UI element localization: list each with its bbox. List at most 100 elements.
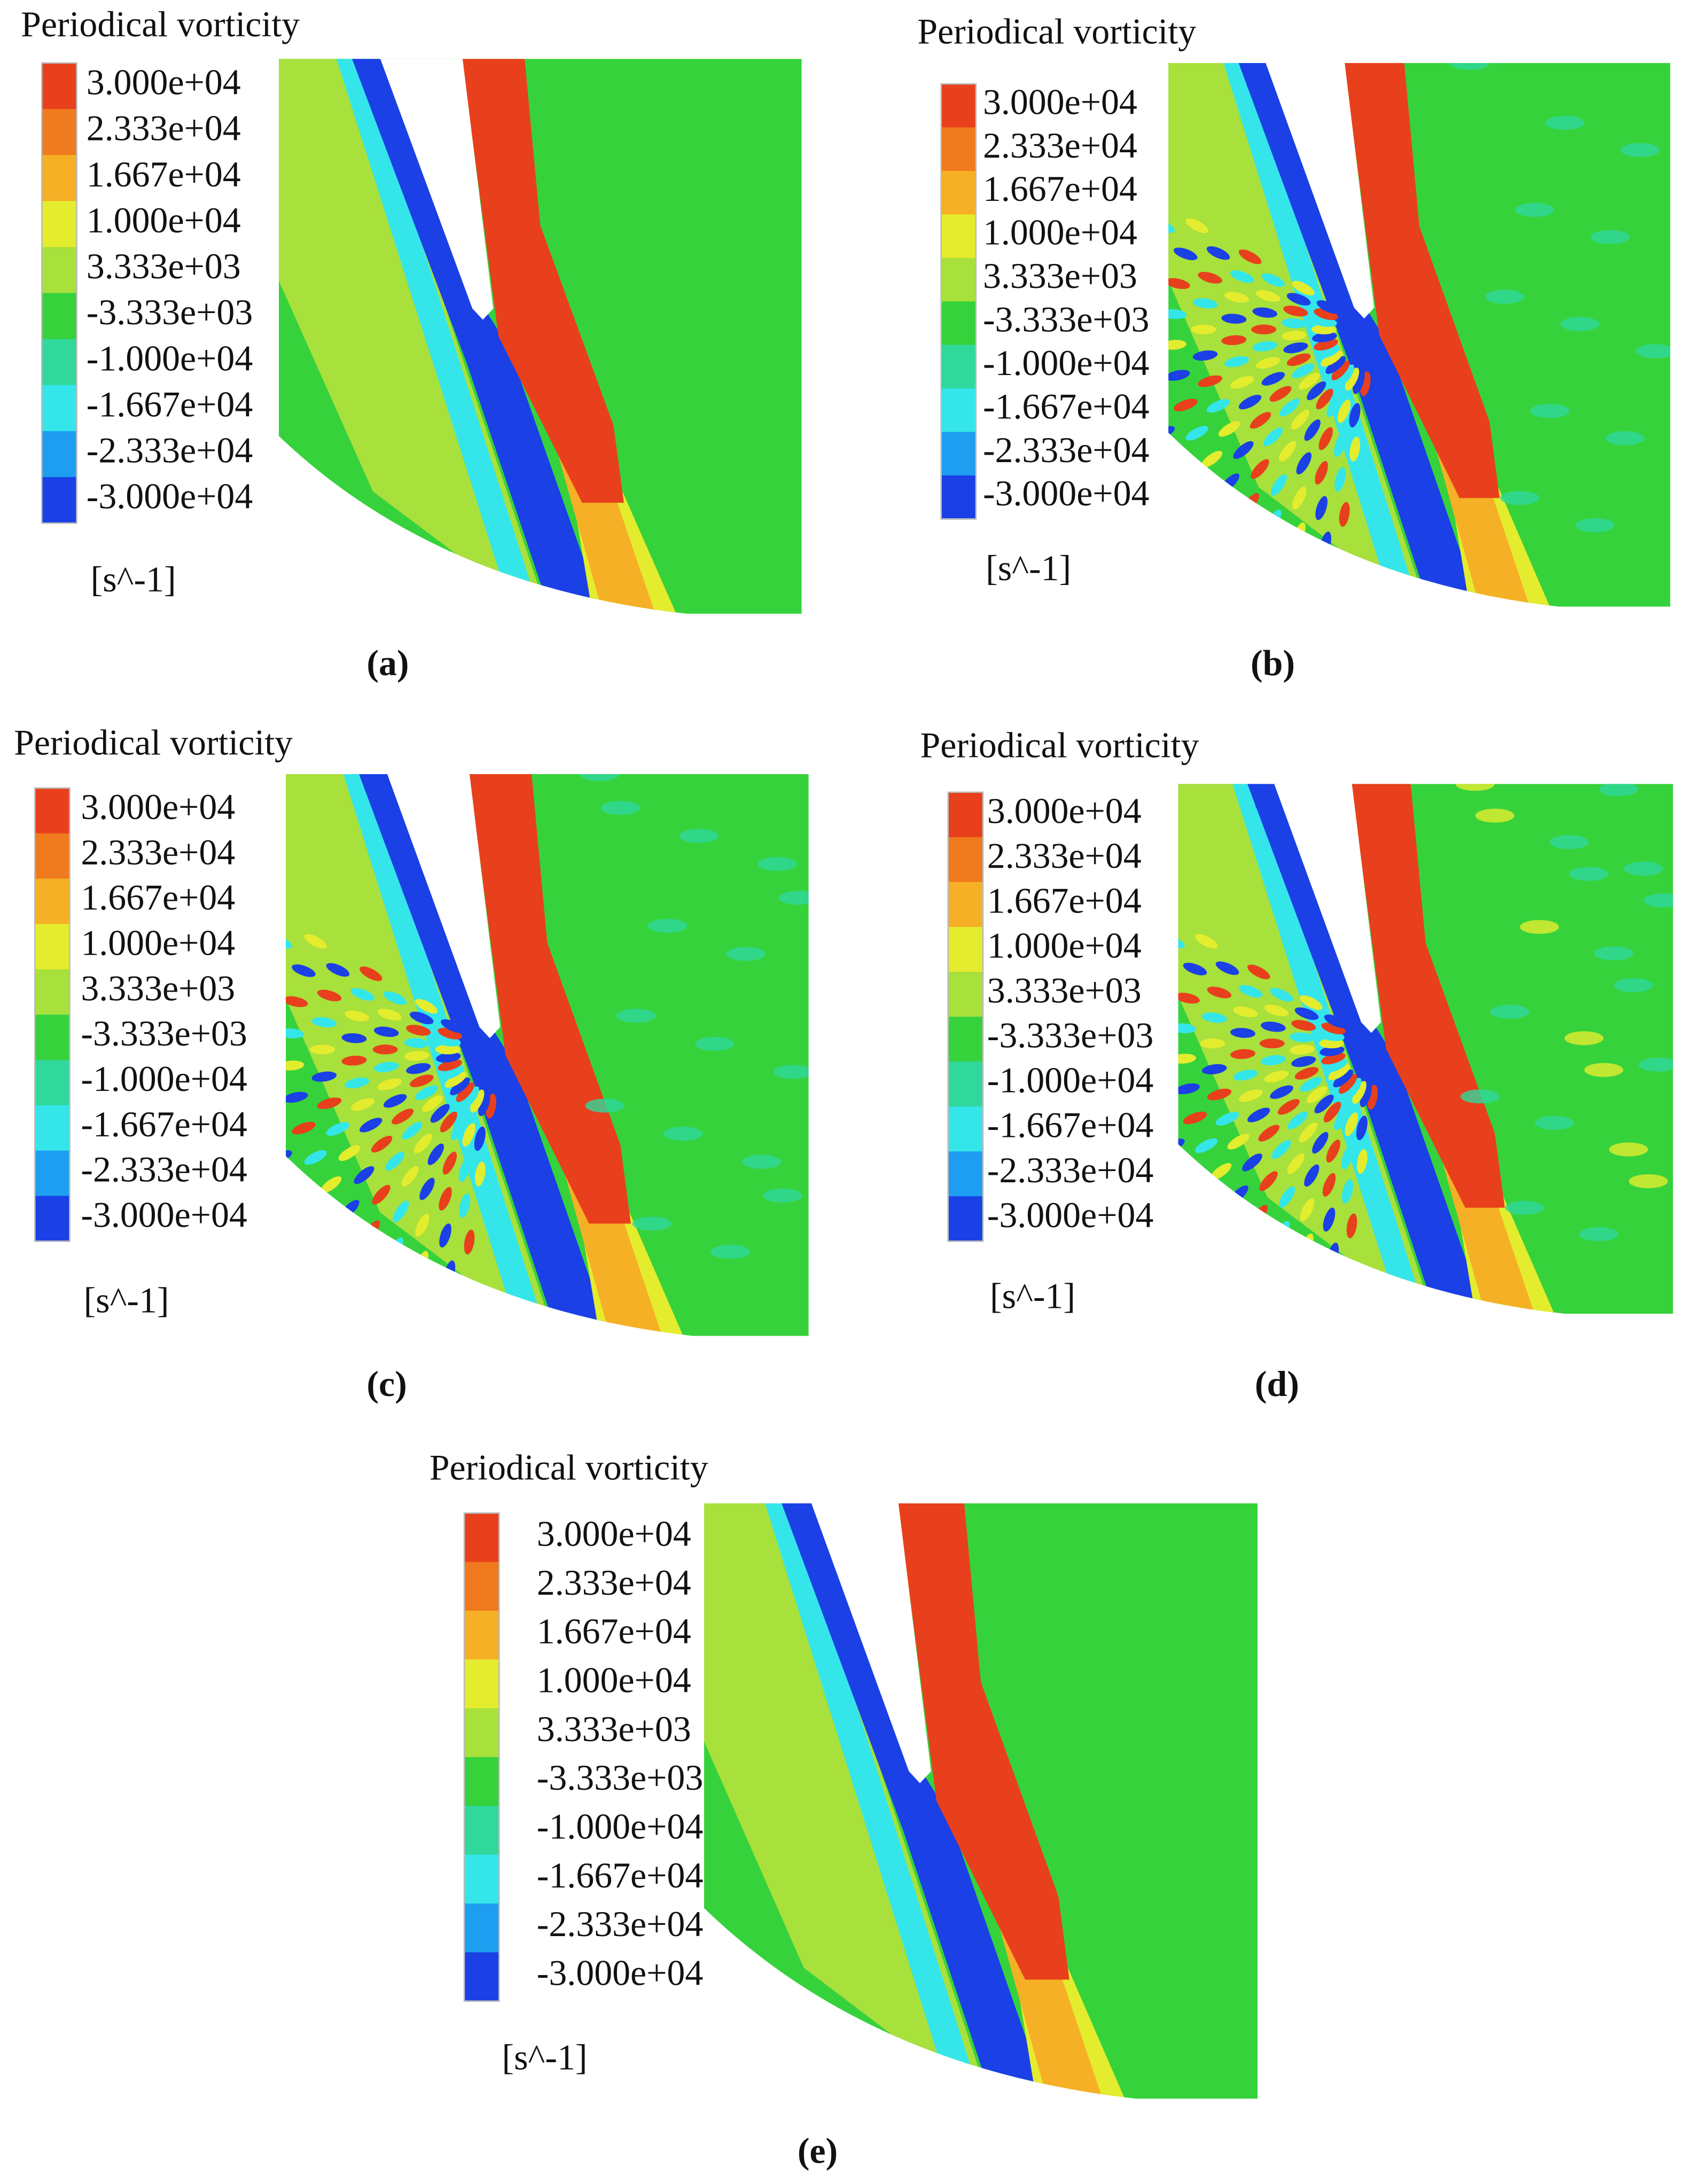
vortex-cell	[1287, 1111, 1308, 1129]
vortex-cell	[1316, 388, 1333, 410]
colorbar-band	[42, 293, 77, 340]
wake-cell	[1590, 230, 1630, 244]
vortex-cell	[249, 1080, 275, 1093]
vortex-cell	[1349, 436, 1361, 462]
wake-cell	[1545, 115, 1584, 130]
vortex-cell	[1200, 1039, 1225, 1049]
blade-vortex	[1328, 966, 1342, 978]
blade-vortex	[1307, 918, 1322, 930]
contour-plot	[247, 774, 809, 1336]
vortex-cell	[1168, 309, 1186, 319]
vortex-cell	[1239, 1089, 1263, 1102]
vortex-cell	[247, 1044, 272, 1054]
vortex-cell	[1291, 410, 1310, 430]
vortex-cell	[317, 989, 342, 1002]
vortex-cell	[304, 1150, 327, 1165]
colorbar-band	[941, 475, 976, 520]
vortex-cell	[371, 1135, 393, 1153]
vortex-cell	[402, 1121, 423, 1140]
colorbar-label: 2.333e+04	[81, 832, 235, 872]
vortex-cell	[393, 1200, 409, 1222]
vortex-cell	[1206, 246, 1230, 260]
vortex-cell	[286, 1182, 308, 1198]
vortex-cell	[1215, 961, 1239, 975]
vortex-cell	[292, 964, 316, 977]
vortex-cell	[1192, 298, 1218, 309]
colorbar-band	[464, 1708, 499, 1758]
vortex-cell	[286, 1091, 308, 1103]
colorbar-band	[464, 1659, 499, 1709]
vortex-cell	[1187, 483, 1208, 502]
panel: Periodical vorticity 3.000e+04 2.333e+04 1.…	[430, 1447, 1258, 2171]
colorbar-label: 3.000e+04	[983, 82, 1137, 122]
unit-label: [s^-1]	[986, 548, 1071, 588]
vortex-cell	[1289, 1032, 1315, 1042]
vortex-cell	[1324, 1058, 1348, 1073]
vortex-cell	[286, 1150, 292, 1164]
vortex-cell	[1263, 427, 1283, 447]
vortex-cell	[1338, 364, 1354, 386]
colorbar-label: 1.667e+04	[983, 169, 1137, 209]
colorbar-band	[464, 1513, 499, 1563]
colorbar-label: 3.333e+03	[983, 256, 1137, 296]
vortex-cell	[1143, 1002, 1169, 1016]
blade-vortex	[466, 1018, 481, 1030]
vortex-cell	[1261, 372, 1285, 386]
vortex-cell	[1305, 1269, 1317, 1294]
vortex-cell	[409, 1074, 434, 1087]
colorbar-band	[42, 201, 77, 248]
colorbar-band	[42, 339, 77, 386]
colorbar-band	[42, 431, 77, 478]
vortex-cell	[377, 1009, 402, 1021]
vortex-cell	[442, 1151, 457, 1175]
vortex-cell	[304, 934, 327, 949]
caption: (c)	[366, 1364, 407, 1404]
vortex-cell	[1292, 363, 1315, 378]
vortex-cell	[404, 1038, 430, 1048]
blade-vortex	[1338, 990, 1353, 1002]
vortex-cell	[1353, 370, 1365, 394]
vortex-cell	[1298, 373, 1320, 390]
vortex-cell	[385, 1152, 405, 1171]
vortex-cell	[1324, 1014, 1348, 1028]
blade	[809, 1503, 931, 1783]
vortex-cell	[1264, 1004, 1289, 1017]
vortex-cell	[439, 1187, 452, 1211]
vortex-cell	[1326, 1140, 1340, 1163]
vortex-cell	[1331, 360, 1350, 380]
blade	[378, 59, 494, 320]
vortex-cell	[1320, 1046, 1345, 1056]
vortex-cell	[1286, 293, 1311, 306]
vortex-cell	[1178, 934, 1185, 949]
blade-vortex	[1341, 299, 1356, 311]
blade-vortex	[1289, 177, 1303, 189]
vortex-cell	[350, 1098, 375, 1111]
vortex-cell	[1259, 1039, 1285, 1049]
band-blue	[782, 1503, 1048, 2099]
colorbar-frame	[940, 83, 977, 520]
vortex-cell	[1281, 330, 1307, 341]
vortex-cell	[1336, 1277, 1347, 1303]
vortex-cell	[1230, 270, 1254, 283]
colorbar-label: -2.333e+04	[537, 1904, 703, 1944]
panel: Periodical vorticity 3.000e+04 2.333e+04 1.…	[920, 726, 1673, 1404]
vortex-cell	[1341, 1145, 1354, 1169]
blade-vortex	[1297, 894, 1311, 906]
colorbar-label: -1.000e+04	[87, 338, 253, 378]
colorbar-band	[42, 63, 77, 110]
vortex-cell	[1321, 1023, 1346, 1034]
vortex-cell	[1270, 474, 1287, 496]
vortex-cell	[1339, 1074, 1357, 1094]
vortex-cell	[1334, 467, 1346, 492]
vortex-cell	[311, 1071, 337, 1082]
colorbar-label: 1.000e+04	[987, 926, 1142, 966]
vortex-cell	[1297, 559, 1309, 583]
colorbar-band	[35, 969, 70, 1016]
colorbar-band	[464, 1903, 499, 1953]
colorbar-label: 1.000e+04	[983, 213, 1137, 253]
vortex-cell	[1258, 1125, 1279, 1142]
vortex-cell	[406, 1063, 431, 1074]
vortex-cell	[1316, 345, 1340, 359]
wake-cell	[1490, 1004, 1529, 1019]
